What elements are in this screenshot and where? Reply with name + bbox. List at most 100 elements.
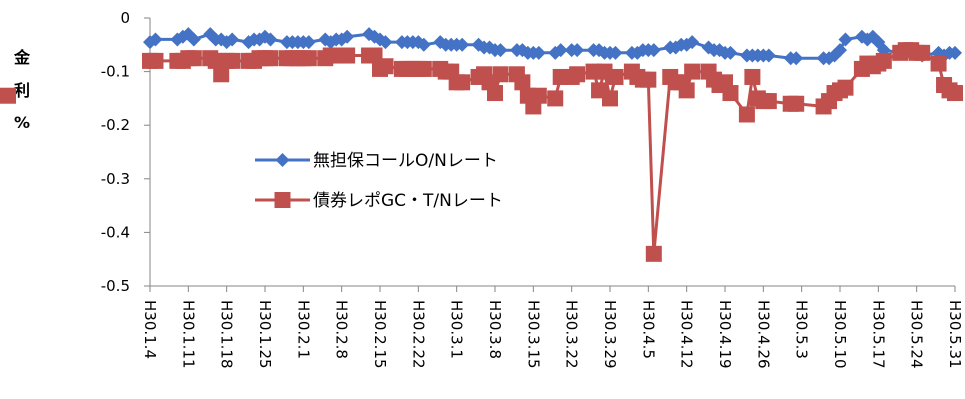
data-point xyxy=(788,95,805,112)
x-tick-label: H30.5.17 xyxy=(869,300,887,369)
x-tick-label: H30.2.15 xyxy=(371,300,389,369)
x-tick-label: H30.3.29 xyxy=(601,300,619,369)
data-point xyxy=(492,66,509,83)
x-tick-labels: H30.1.4 H30.1.11 H30.1.18 H30.1.25 H30.2.1 H3… xyxy=(141,300,964,369)
x-tick-label: H30.2.8 xyxy=(333,300,351,359)
data-point xyxy=(948,45,962,60)
legend-marker xyxy=(274,192,291,208)
data-point xyxy=(416,37,431,52)
data-point xyxy=(378,35,393,50)
x-tick-label: H30.4.5 xyxy=(639,300,657,359)
data-point xyxy=(530,87,547,104)
x-tick-label: H30.2.22 xyxy=(409,300,427,369)
data-point xyxy=(185,50,202,67)
y-axis-title-char-2: 利 xyxy=(14,81,30,100)
data-point xyxy=(875,52,892,69)
data-point xyxy=(175,29,190,44)
x-tick-label: H30.1.18 xyxy=(218,300,236,369)
data-point xyxy=(377,58,394,75)
series-2 xyxy=(0,42,963,262)
data-point xyxy=(608,45,623,60)
x-tick-label: H30.5.10 xyxy=(831,300,849,369)
x-tick-label: H30.5.24 xyxy=(908,300,926,369)
data-point xyxy=(684,63,701,80)
data-point xyxy=(415,60,432,77)
x-tick-label: H30.2.1 xyxy=(294,300,312,359)
data-point xyxy=(947,85,963,102)
data-point xyxy=(301,35,316,50)
data-point xyxy=(723,45,738,60)
x-tick-label: H30.4.12 xyxy=(678,300,696,369)
x-tick-label: H30.5.31 xyxy=(946,300,964,369)
data-point xyxy=(570,43,585,58)
x-tick-label: H30.5.3 xyxy=(793,300,811,359)
data-point xyxy=(531,45,546,60)
data-point xyxy=(514,74,531,91)
data-point xyxy=(569,66,586,83)
data-point xyxy=(0,87,16,104)
data-point xyxy=(300,50,317,67)
legend-item: 債券レポGC・T/Nレート xyxy=(255,191,503,211)
data-point xyxy=(263,32,278,47)
x-tick-label: H30.1.4 xyxy=(141,300,159,359)
y-tick-label: 0 xyxy=(120,9,130,27)
data-point xyxy=(493,43,508,58)
x-tick-label: H30.1.11 xyxy=(179,300,197,369)
x-tick-label: H30.3.22 xyxy=(563,300,581,369)
data-point xyxy=(340,29,355,44)
data-point xyxy=(224,52,241,69)
y-tick-label: -0.2 xyxy=(101,116,130,134)
y-tick-label: -0.5 xyxy=(101,277,130,295)
data-point xyxy=(225,32,240,47)
data-point xyxy=(553,43,568,58)
data-point xyxy=(487,85,503,102)
data-point xyxy=(339,47,356,64)
y-axis-title-char-3: % xyxy=(14,113,30,132)
data-point xyxy=(454,74,471,91)
data-point xyxy=(640,71,657,88)
data-point xyxy=(547,90,564,107)
data-point xyxy=(455,37,470,52)
data-point xyxy=(722,85,739,102)
data-point xyxy=(914,44,931,61)
y-axis-title: 金 利 % xyxy=(13,48,31,132)
data-point xyxy=(930,55,947,72)
data-point xyxy=(678,82,695,99)
data-point xyxy=(837,79,854,96)
legend-item: 無担保コールO/Nレート xyxy=(255,151,498,171)
data-point xyxy=(838,32,853,47)
data-point xyxy=(607,68,624,85)
data-point xyxy=(685,35,700,50)
data-point xyxy=(646,43,661,58)
y-tick-labels: 0 -0.1 -0.2 -0.3 -0.4 -0.5 xyxy=(101,9,130,295)
y-tick-label: -0.4 xyxy=(101,223,130,241)
legend-marker xyxy=(275,153,290,167)
data-point xyxy=(186,32,201,47)
x-tick-label: H30.3.15 xyxy=(524,300,542,369)
data-point xyxy=(760,93,777,110)
data-point xyxy=(738,106,755,123)
data-point xyxy=(789,51,804,66)
x-tick-label: H30.4.26 xyxy=(754,300,772,369)
y-axis-title-char-1: 金 xyxy=(13,48,31,67)
series-layer xyxy=(0,27,963,262)
data-point xyxy=(602,90,618,107)
data-point xyxy=(761,48,776,63)
data-point xyxy=(147,52,164,69)
x-tick-label: H30.1.25 xyxy=(256,300,274,369)
x-tick-label: H30.3.1 xyxy=(448,300,466,359)
series-1 xyxy=(143,27,962,66)
legend-label: 債券レポGC・T/Nレート xyxy=(313,191,503,211)
y-tick-label: -0.1 xyxy=(101,63,130,81)
series-line xyxy=(150,48,956,256)
data-point xyxy=(833,43,847,58)
x-tick-label: H30.3.8 xyxy=(486,300,504,359)
legend-label: 無担保コールO/Nレート xyxy=(313,151,498,171)
data-point xyxy=(262,50,279,67)
data-point xyxy=(148,32,163,47)
data-point xyxy=(213,66,230,83)
data-point xyxy=(645,245,662,262)
x-tick-label: H30.4.19 xyxy=(716,300,734,369)
